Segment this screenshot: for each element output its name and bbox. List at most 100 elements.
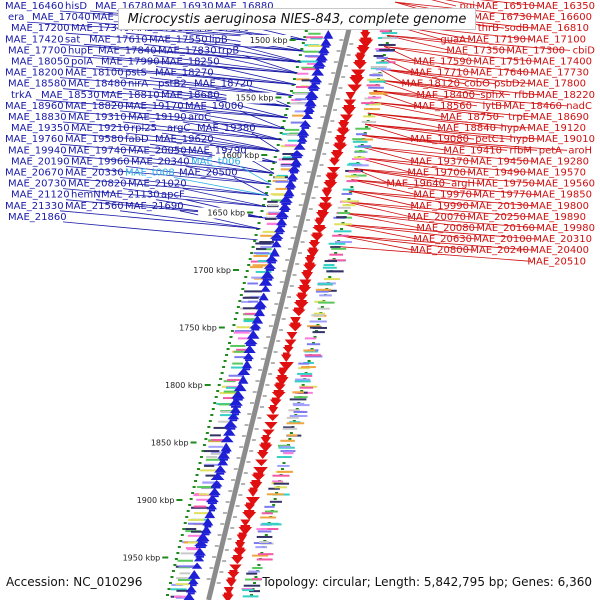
gc-dot	[295, 66, 299, 68]
right-leader-line	[378, 68, 532, 85]
reverse-gene-arrow	[303, 264, 317, 273]
right-feature-block	[376, 61, 389, 64]
gc-dot	[363, 132, 367, 134]
reverse-gene-arrow	[234, 542, 246, 551]
reverse-gene-block	[332, 150, 342, 152]
left-feature-block	[196, 498, 213, 501]
right-leader-line	[356, 157, 472, 173]
scale-label: 1600 kbp	[222, 151, 260, 160]
right-feature-block	[322, 266, 337, 269]
scale-label-bg	[169, 322, 220, 334]
right-feature-block	[282, 427, 298, 430]
left-gene-label: MAE_19790	[188, 145, 247, 156]
reverse-gene-block	[295, 300, 307, 302]
left-feature-block	[187, 541, 204, 544]
right-feature-block	[381, 32, 398, 35]
forward-gene-arrow	[318, 45, 330, 54]
right-gene-label: MAE_16600	[533, 12, 592, 23]
left-gene-label: MAE_19000	[185, 101, 244, 112]
left-feature-block	[274, 176, 285, 179]
left-gene-label: MAE_21560	[65, 201, 124, 212]
right-leader-line	[343, 212, 541, 229]
gc-dot	[250, 594, 254, 596]
left-gene-label: MAE_19580	[65, 134, 124, 145]
left-feature-block	[267, 200, 278, 203]
left-feature-block	[179, 572, 191, 575]
right-gene-label: pgi	[460, 1, 475, 12]
gc-dot	[264, 534, 268, 536]
right-feature-block	[261, 512, 273, 515]
reverse-gene-block	[223, 592, 232, 595]
forward-gene-block	[265, 268, 275, 271]
left-feature-block	[234, 356, 248, 359]
right-feature-block	[369, 74, 381, 77]
reverse-gene-arrow	[315, 212, 330, 221]
gc-dot	[270, 168, 274, 170]
gc-dot	[368, 114, 372, 116]
forward-gene-arrow	[244, 337, 258, 345]
reverse-gene-block	[299, 285, 310, 287]
left-gene-label: MAE_20050	[128, 145, 187, 156]
reverse-gene-arrow	[225, 579, 237, 588]
left-gene-label: MAE_17200	[11, 23, 70, 34]
left-feature-block	[265, 217, 277, 220]
forward-gene-arrow	[243, 345, 256, 354]
reverse-gene-arrow	[247, 489, 259, 497]
reverse-gene-block	[336, 135, 345, 137]
right-feature-block	[277, 464, 290, 467]
reverse-gene-block	[338, 127, 349, 130]
right-feature-block	[242, 589, 254, 592]
gc-dot	[217, 384, 221, 386]
reverse-gene-arrow	[277, 369, 288, 377]
right-feature-block	[372, 72, 383, 75]
gc-dot	[220, 372, 224, 374]
reverse-gene-arrow	[341, 107, 356, 116]
reverse-gene-block	[253, 472, 264, 475]
right-leader-line	[345, 201, 472, 218]
left-feature-block	[284, 128, 300, 131]
reverse-gene-arrow	[282, 347, 294, 354]
right-feature-block	[304, 337, 317, 340]
reverse-gene-block	[340, 120, 348, 122]
right-gene-label: hypA	[501, 123, 527, 134]
right-feature-block	[313, 312, 325, 315]
right-feature-block	[370, 66, 387, 69]
left-gene-label: trpB	[218, 45, 239, 56]
left-feature-block	[231, 366, 247, 369]
right-leader-line	[335, 245, 532, 262]
reverse-gene-block	[297, 292, 306, 295]
forward-gene-arrow	[273, 225, 286, 233]
right-gene-label: MAE_18220	[536, 90, 595, 101]
forward-gene-block	[278, 225, 286, 228]
left-leader-line	[95, 99, 288, 119]
right-leader-line	[362, 134, 508, 151]
left-gene-label: MAE_19940	[8, 145, 67, 156]
gc-dot	[250, 252, 254, 254]
left-gene-label: MAE_t008	[125, 168, 175, 179]
left-feature-block	[233, 331, 250, 334]
right-gene-label: rfbM	[509, 145, 532, 156]
gc-dot	[257, 222, 261, 224]
reverse-gene-arrow	[280, 354, 292, 363]
left-feature-block	[223, 397, 234, 400]
gc-dot	[344, 210, 348, 212]
right-gene-label: MAE_19750	[476, 179, 535, 190]
forward-gene-arrow	[309, 75, 323, 83]
gc-dot	[177, 546, 181, 548]
right-leader-line	[479, 0, 541, 7]
right-feature-block	[318, 301, 335, 304]
reverse-gene-arrow	[290, 317, 301, 326]
left-feature-block	[242, 296, 259, 299]
left-leader-line	[152, 55, 299, 74]
left-leader-line	[152, 88, 291, 108]
right-feature-block	[301, 366, 316, 369]
right-feature-block	[293, 396, 308, 399]
scale-label: 1650 kbp	[207, 209, 245, 218]
forward-gene-block	[301, 126, 310, 129]
reverse-gene-block	[356, 52, 364, 55]
right-gene-label: MAE_17710	[410, 68, 469, 79]
right-feature-block	[309, 320, 327, 323]
left-gene-label: hupE	[68, 45, 93, 56]
gc-dot	[310, 348, 314, 350]
right-leader-line	[348, 190, 475, 207]
